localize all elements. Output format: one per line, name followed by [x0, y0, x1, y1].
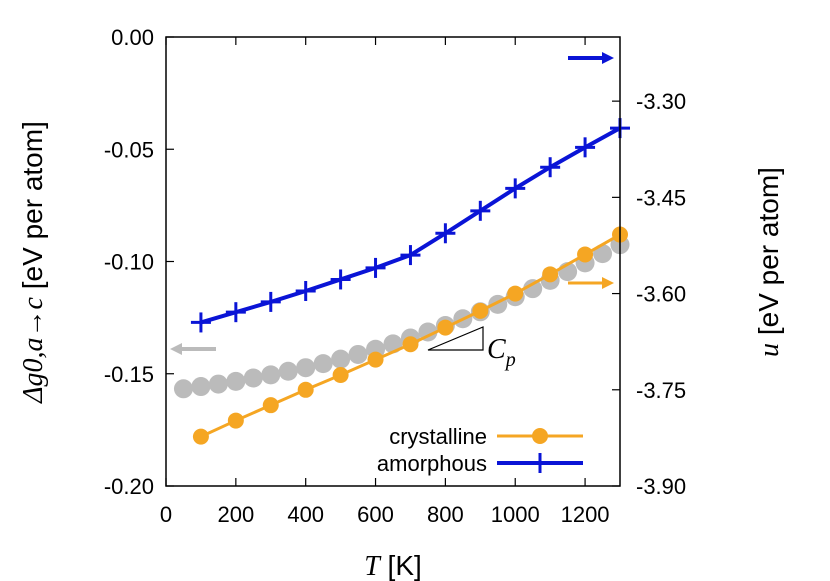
legend-marker-amorphous — [530, 453, 550, 473]
y-right-axis-unit: [eV per atom] — [753, 167, 784, 343]
legend-marker-crystalline — [532, 428, 548, 444]
series-line-amorphous — [200, 126, 621, 325]
y-right-axis-var: u — [754, 343, 785, 357]
x-tick-label-1: 200 — [217, 502, 254, 527]
cp-sub: p — [504, 349, 516, 371]
cp-annotation: Cp — [427, 326, 516, 371]
cp-var: C — [487, 334, 506, 365]
y-right-tick-label-4: -3.90 — [636, 474, 686, 499]
point-crystalline-4 — [332, 367, 349, 384]
y-left-tick-label-4: -0.20 — [104, 474, 154, 499]
point-amorphous-3 — [295, 281, 316, 302]
y-left-axis-unit: [eV per atom] — [17, 121, 48, 297]
point-amorphous-2 — [260, 291, 281, 312]
x-tick-label-3: 600 — [357, 502, 394, 527]
point-dg-left-5 — [261, 365, 281, 385]
x-tick-label-2: 400 — [287, 502, 324, 527]
x-tick-label-6: 1200 — [561, 502, 610, 527]
x-tick-label-0: 0 — [160, 502, 172, 527]
x-tick-label-5: 1000 — [491, 502, 540, 527]
arrow-dg-left — [170, 343, 216, 355]
point-amorphous-0 — [190, 312, 211, 333]
point-crystalline-11 — [577, 246, 594, 263]
y-left-tick-label-2: -0.10 — [104, 250, 154, 275]
y-right-axis-label: u [eV per atom] — [753, 167, 785, 357]
point-dg-left-9 — [331, 349, 351, 369]
y-right-tick-label-0: -3.30 — [636, 89, 686, 114]
plot-marks — [173, 118, 630, 445]
legend: crystalline amorphous — [377, 424, 583, 476]
point-crystalline-7 — [437, 319, 454, 336]
point-amorphous-6 — [400, 245, 421, 266]
point-crystalline-1 — [227, 412, 244, 429]
point-crystalline-6 — [402, 336, 419, 353]
point-dg-left-8 — [313, 354, 333, 374]
series-crystalline — [192, 226, 628, 445]
point-amorphous-4 — [330, 269, 351, 290]
point-crystalline-2 — [262, 397, 279, 414]
slope-triangle — [427, 326, 484, 351]
y-left-tick-label-0: 0.00 — [111, 25, 154, 50]
point-dg-left-4 — [243, 368, 263, 388]
y-right-tick-label-1: -3.45 — [636, 185, 686, 210]
point-crystalline-3 — [297, 381, 314, 398]
point-crystalline-9 — [507, 285, 524, 302]
point-dg-left-0 — [173, 379, 193, 399]
point-crystalline-8 — [472, 302, 489, 319]
legend-label-amorphous: amorphous — [377, 451, 487, 476]
point-crystalline-5 — [367, 351, 384, 368]
y-left-axis-var: Δg0,a→c — [18, 296, 49, 403]
series-amorphous — [190, 118, 630, 333]
y-right-axis-ticks: -3.30 -3.45 -3.60 -3.75 -3.90 — [612, 89, 686, 499]
point-dg-left-1 — [191, 377, 211, 397]
y-left-tick-label-3: -0.15 — [104, 362, 154, 387]
arrow-amorphous-right — [568, 52, 614, 64]
point-dg-left-6 — [278, 361, 298, 381]
arrow-crystalline-right — [568, 277, 614, 289]
point-crystalline-0 — [192, 428, 209, 445]
point-amorphous-9 — [505, 178, 526, 199]
y-left-axis-label: Δg0,a→c [eV per atom] — [17, 121, 49, 404]
point-dg-left-7 — [296, 358, 316, 378]
x-tick-label-4: 800 — [427, 502, 464, 527]
point-dg-left-3 — [226, 371, 246, 391]
point-dg-left-20 — [523, 279, 543, 299]
x-axis-label: T [K] — [364, 550, 422, 581]
x-axis-var: T — [364, 551, 382, 581]
y-right-tick-label-3: -3.75 — [636, 378, 686, 403]
x-axis-ticks: 0 200 400 600 800 1000 1200 — [160, 37, 610, 527]
point-amorphous-1 — [225, 302, 246, 323]
y-right-tick-label-2: -3.60 — [636, 282, 686, 307]
y-left-axis-ticks: 0.00 -0.05 -0.10 -0.15 -0.20 — [104, 25, 174, 499]
point-amorphous-11 — [575, 137, 596, 158]
point-amorphous-7 — [435, 223, 456, 244]
point-dg-left-2 — [208, 374, 228, 394]
x-axis-unit: [K] — [380, 550, 422, 581]
point-amorphous-10 — [540, 157, 561, 178]
y-left-tick-label-1: -0.05 — [104, 137, 154, 162]
point-crystalline-10 — [542, 266, 559, 283]
point-amorphous-8 — [470, 200, 491, 221]
indicator-arrows — [170, 52, 614, 355]
legend-label-crystalline: crystalline — [389, 424, 487, 449]
point-amorphous-5 — [365, 257, 386, 278]
point-dg-left-10 — [348, 344, 368, 364]
cp-label: Cp — [487, 334, 516, 371]
